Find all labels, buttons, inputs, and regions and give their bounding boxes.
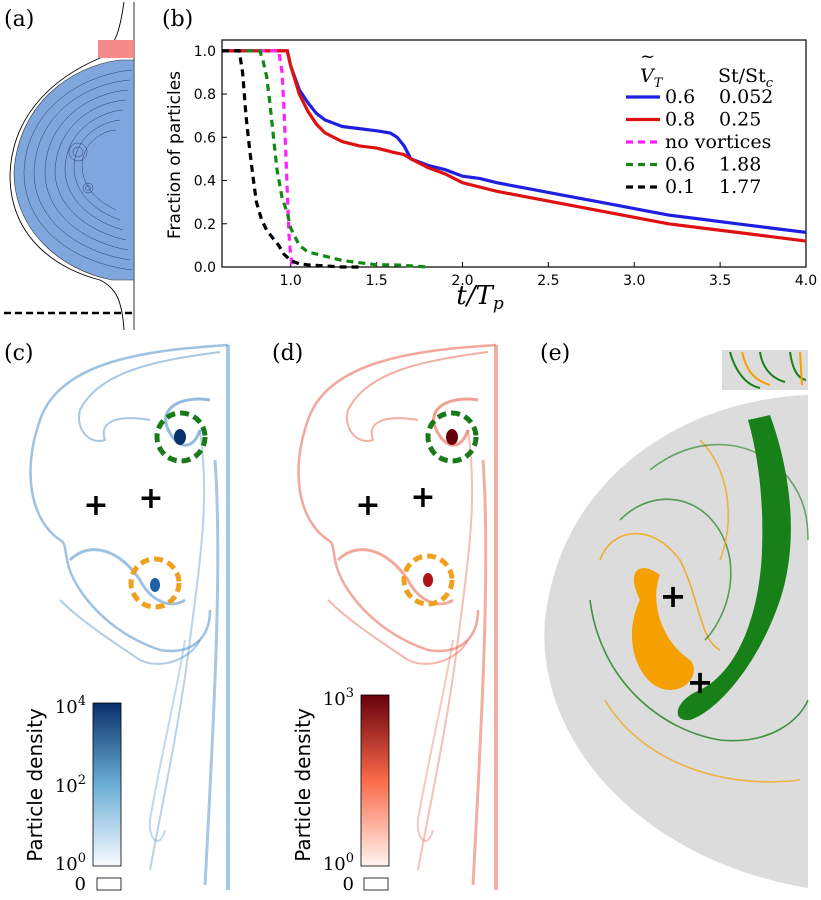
series-lines <box>222 49 807 269</box>
orange-circle-c <box>128 556 182 610</box>
density-core-lower <box>423 573 433 587</box>
panel-e-manifolds: + + <box>544 350 809 888</box>
y-tick-label: 0.2 <box>194 217 216 233</box>
x-tick-label: 2.0 <box>451 273 473 289</box>
x-tick-label: 4.0 <box>795 273 817 289</box>
density-tendril-2 <box>203 459 220 886</box>
legend-label-0: 0.6 <box>665 86 695 108</box>
plus-marker-e1: + <box>660 577 687 615</box>
panel-label-d: (d) <box>272 341 303 366</box>
y-tick-label: 1.0 <box>194 44 216 60</box>
filament-lines <box>589 439 809 783</box>
panel-label-a: (a) <box>4 7 34 32</box>
legend-value-0: 0.052 <box>719 86 773 108</box>
orange-manifold <box>631 568 694 690</box>
panel-d-density <box>297 343 498 890</box>
plus-marker-e2: + <box>687 663 714 701</box>
green-circle-d <box>425 410 479 464</box>
density-tendril-3 <box>416 639 454 842</box>
density-lower-arc <box>327 599 469 665</box>
colorbar-c-label: Particle density <box>23 708 47 862</box>
chart-b: 1.0 1.5 2.0 2.5 3.0 3.5 4.00.00.20.40.60.81.0 … <box>165 39 817 314</box>
colorbar-d-label: Particle density <box>291 708 315 862</box>
panel-label-b: (b) <box>162 7 193 32</box>
plot-frame <box>221 39 807 268</box>
colorbar-d <box>360 694 390 867</box>
y-tick-label: 0.8 <box>194 87 216 103</box>
legend-value-1: 0.25 <box>719 109 761 131</box>
colorbar-c-top-tick: 104 <box>55 694 86 718</box>
legend-value-3: 1.88 <box>719 154 761 176</box>
legend-label-1: 0.8 <box>665 109 695 131</box>
colorbar-d-bot-tick: 100 <box>323 851 354 875</box>
plus-marker-d2: + <box>410 480 435 515</box>
density-outer-lobe <box>29 343 229 653</box>
density-tendril-1 <box>149 429 206 871</box>
axis-ticks: 1.0 1.5 2.0 2.5 3.0 3.5 4.00.00.20.40.60.81.0 <box>194 44 817 289</box>
colorbar-d-zero-box <box>363 877 389 891</box>
orange-circle-d <box>401 553 455 607</box>
tilde-mark: ~ <box>640 46 655 67</box>
green-manifold <box>677 415 791 721</box>
legend-label-4: 0.1 <box>665 176 695 198</box>
x-tick-label: 3.0 <box>623 273 645 289</box>
x-tick-label: 1.0 <box>280 273 302 289</box>
plus-marker-c1: + <box>83 488 108 523</box>
plus-marker-d1: + <box>355 488 380 523</box>
colorbar-c-bot-tick: 100 <box>55 851 86 875</box>
legend-header-col2: St/Stc <box>718 65 774 91</box>
y-axis-label: Fraction of particles <box>165 71 185 239</box>
colorbar-d-top-tick: 103 <box>323 686 354 710</box>
density-upper-curl <box>164 397 211 447</box>
density-outer-lobe <box>297 343 497 653</box>
colorbar-d-zero: 0 <box>343 874 354 895</box>
plus-marker-c2: + <box>138 481 163 516</box>
x-tick-label: 2.5 <box>537 273 559 289</box>
density-core-upper <box>174 429 186 445</box>
colorbar-c-mid-tick: 102 <box>55 773 86 797</box>
inset-manifolds <box>729 351 807 389</box>
y-tick-label: 0.6 <box>194 130 216 146</box>
colorbar-c-zero-box <box>96 877 122 891</box>
density-lower-arc <box>59 599 201 665</box>
series-line-1 <box>222 49 807 243</box>
panel-label-c: (c) <box>4 341 34 366</box>
density-core-lower <box>150 578 160 592</box>
y-tick-label: 0.0 <box>194 260 216 276</box>
panel-a-tokamak <box>4 1 136 331</box>
panel-c-density <box>29 343 230 890</box>
legend-header-col1: VT <box>640 65 664 91</box>
legend-value-4: 1.77 <box>719 176 761 198</box>
panel-label-e: (e) <box>540 341 570 366</box>
y-tick-label: 0.4 <box>194 174 216 190</box>
colorbar-c-zero: 0 <box>75 874 86 895</box>
x-axis-label: t/Tp <box>456 281 504 314</box>
pink-patch <box>98 40 134 58</box>
colorbar-c <box>92 702 122 867</box>
density-upper-curl <box>432 397 479 447</box>
x-tick-label: 3.5 <box>709 273 731 289</box>
density-upper-hook <box>78 351 221 442</box>
series-line-3 <box>222 49 429 269</box>
density-tendril-1 <box>417 429 474 871</box>
grey-domain <box>544 395 808 888</box>
legend-label-2: no vortices <box>665 131 771 153</box>
density-lower-curl <box>68 548 186 606</box>
series-line-4 <box>222 49 360 269</box>
green-circle-c <box>154 410 208 464</box>
legend-label-3: 0.6 <box>665 154 695 176</box>
density-core-upper <box>446 429 458 445</box>
x-tick-label: 1.5 <box>365 273 387 289</box>
density-tendril-3 <box>148 639 186 842</box>
density-upper-hook <box>346 351 489 442</box>
series-line-2 <box>222 49 297 269</box>
density-tendril-2 <box>471 459 488 886</box>
